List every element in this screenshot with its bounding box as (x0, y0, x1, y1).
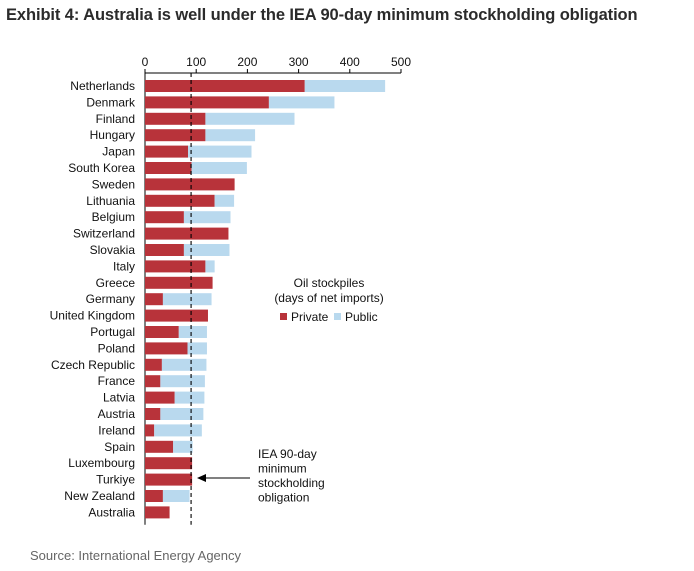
annotation-arrow-head (197, 474, 206, 482)
bar-private-new-zealand (145, 490, 163, 502)
x-tick-label: 100 (186, 55, 206, 69)
annotation-line-3: stockholding (258, 476, 325, 490)
x-tick-label: 300 (289, 55, 309, 69)
bar-public-slovakia (183, 244, 230, 256)
category-label-greece: Greece (96, 276, 136, 290)
x-tick-label: 0 (142, 55, 149, 69)
bar-public-spain (173, 440, 193, 453)
bar-public-ireland (154, 424, 202, 437)
bar-public-belgium (183, 211, 231, 224)
category-label-austria: Austria (98, 407, 136, 421)
bar-private-spain (145, 440, 174, 453)
bar-private-united-kingdom (145, 309, 208, 322)
bar-public-germany (162, 293, 212, 306)
bar-public-austria (160, 408, 204, 420)
category-label-japan: Japan (102, 145, 135, 159)
bar-private-poland (145, 342, 188, 355)
category-label-denmark: Denmark (86, 95, 136, 109)
bar-private-latvia (145, 391, 175, 404)
category-label-luxembourg: Luxembourg (68, 456, 135, 470)
category-label-poland: Poland (98, 341, 135, 355)
bar-public-lithuania (214, 194, 235, 207)
bar-private-luxembourg (145, 457, 193, 470)
bar-private-italy (145, 260, 206, 273)
legend: Oil stockpiles(days of net imports) Priva… (274, 276, 383, 324)
bar-private-lithuania (145, 194, 215, 207)
legend-label-public: Public (345, 310, 378, 324)
bar-private-germany (145, 293, 163, 306)
bar-public-france (160, 375, 205, 388)
x-tick-label: 200 (237, 55, 257, 69)
category-label-finland: Finland (96, 112, 135, 126)
category-label-portugal: Portugal (90, 325, 135, 339)
bar-public-italy (205, 260, 215, 273)
bar-private-finland (145, 112, 206, 125)
category-label-france: France (98, 374, 136, 388)
bar-private-hungary (145, 129, 206, 142)
legend-title-line2: (days of net imports) (274, 291, 383, 305)
bar-public-czech-republic (161, 358, 207, 371)
bar-private-czech-republic (145, 358, 162, 371)
bar-public-poland (187, 342, 207, 355)
category-label-switzerland: Switzerland (73, 227, 135, 241)
category-label-czech-republic: Czech Republic (51, 358, 135, 372)
bar-private-ireland (145, 424, 155, 437)
category-label-spain: Spain (104, 440, 135, 454)
bars-group (145, 80, 386, 519)
x-tick-label: 400 (340, 55, 360, 69)
legend-label-private: Private (291, 310, 329, 324)
annotation-line-4: obligation (258, 491, 309, 505)
category-label-latvia: Latvia (103, 391, 135, 405)
category-label-belgium: Belgium (92, 210, 135, 224)
annotation-line-1: IEA 90-day (258, 447, 317, 461)
category-label-sweden: Sweden (92, 177, 135, 191)
bar-private-france (145, 375, 161, 388)
bar-public-portugal (178, 326, 207, 338)
bar-private-turkiye (145, 473, 193, 486)
bar-public-latvia (174, 391, 205, 404)
category-label-italy: Italy (113, 259, 135, 273)
bar-private-portugal (145, 326, 179, 338)
category-label-turkiye: Turkiye (96, 473, 135, 487)
bar-private-switzerland (145, 227, 229, 240)
category-labels: Netherlands Denmark Finland Hungary Japan Sou… (50, 79, 136, 519)
bar-public-new-zealand (162, 490, 190, 502)
bar-private-netherlands (145, 80, 305, 92)
category-label-south-korea: South Korea (68, 161, 135, 175)
bar-private-south-korea (145, 162, 192, 174)
annotation-line-2: minimum (258, 462, 307, 476)
bar-private-slovakia (145, 244, 184, 256)
category-label-hungary: Hungary (90, 128, 135, 142)
category-label-ireland: Ireland (98, 423, 135, 437)
bar-public-south-korea (191, 162, 247, 174)
bar-private-denmark (145, 96, 269, 109)
chart-title: Exhibit 4: Australia is well under the I… (6, 6, 638, 24)
bar-public-japan (188, 145, 252, 158)
category-label-netherlands: Netherlands (70, 79, 135, 93)
bar-private-australia (145, 506, 170, 519)
x-tick-label: 500 (391, 55, 411, 69)
source-note: Source: International Energy Agency (30, 548, 242, 563)
legend-swatch-private (280, 313, 287, 320)
category-label-lithuania: Lithuania (86, 194, 135, 208)
bar-private-sweden (145, 178, 235, 191)
category-label-new-zealand: New Zealand (64, 489, 135, 503)
category-label-germany: Germany (86, 292, 135, 306)
legend-title-line1: Oil stockpiles (294, 276, 365, 290)
legend-swatch-public (334, 313, 341, 320)
category-label-slovakia: Slovakia (90, 243, 136, 257)
bar-private-belgium (145, 211, 184, 224)
category-label-united-kingdom: United Kingdom (50, 309, 135, 323)
bar-private-greece (145, 276, 213, 289)
category-label-australia: Australia (88, 505, 135, 519)
bar-public-finland (205, 112, 295, 125)
bar-public-denmark (268, 96, 335, 109)
bar-private-austria (145, 408, 161, 420)
bar-public-netherlands (304, 80, 386, 92)
bar-private-japan (145, 145, 189, 158)
bar-public-hungary (205, 129, 256, 142)
